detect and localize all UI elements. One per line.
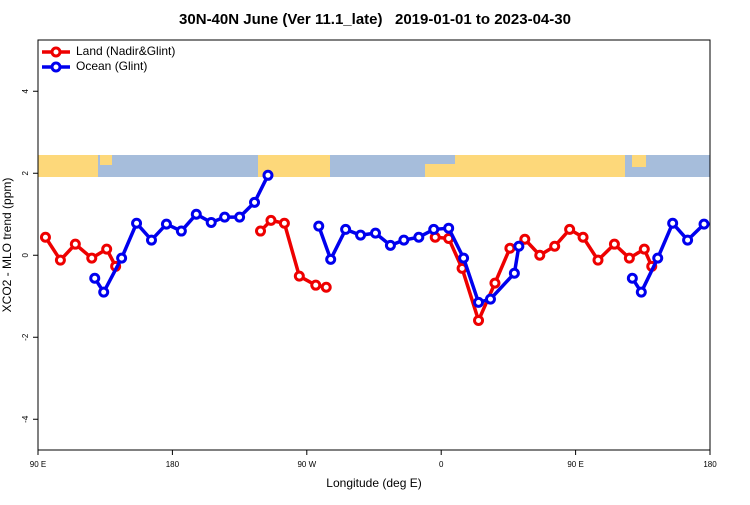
data-point [219, 211, 231, 223]
data-point [86, 252, 98, 264]
data-point [682, 234, 694, 246]
data-point [592, 254, 604, 266]
y-tick-label: -2 [21, 333, 30, 341]
map-land [632, 155, 646, 167]
data-point [369, 227, 381, 239]
data-point [98, 286, 110, 298]
data-point [413, 231, 425, 243]
data-point [384, 239, 396, 251]
data-point [577, 231, 589, 243]
data-point [519, 233, 531, 245]
data-point [473, 314, 485, 326]
data-point [116, 252, 128, 264]
x-tick-label: 180 [166, 460, 180, 469]
data-point [89, 272, 101, 284]
y-axis-label: XCO2 - MLO trend (ppm) [0, 178, 14, 313]
data-point [504, 242, 516, 254]
data-point [458, 252, 470, 264]
legend-marker [50, 61, 62, 73]
data-point [249, 196, 261, 208]
map-land [100, 155, 112, 165]
data-point [313, 220, 325, 232]
data-point [131, 217, 143, 229]
data-point [265, 214, 277, 226]
y-tick-label: 0 [21, 252, 30, 257]
data-point [508, 267, 520, 279]
map-land [258, 155, 330, 177]
data-point [190, 208, 202, 220]
legend-label: Ocean (Glint) [76, 59, 147, 73]
data-point [443, 222, 455, 234]
map-land [38, 155, 98, 177]
data-point [398, 234, 410, 246]
y-tick-label: 2 [21, 170, 30, 175]
data-point [310, 279, 322, 291]
data-point [69, 238, 81, 250]
data-point [39, 231, 51, 243]
map-strip [38, 155, 710, 177]
x-tick-label: 90 E [567, 460, 583, 469]
data-point [325, 253, 337, 265]
data-point [175, 225, 187, 237]
data-point [549, 240, 561, 252]
data-point [278, 217, 290, 229]
legend-marker [50, 46, 62, 58]
data-point [54, 254, 66, 266]
data-point [234, 211, 246, 223]
x-tick-label: 180 [703, 460, 717, 469]
data-point [355, 229, 367, 241]
data-point [698, 218, 710, 230]
x-tick-label: 90 W [297, 460, 316, 469]
x-axis-label: Longitude (deg E) [326, 476, 421, 490]
data-point [635, 286, 647, 298]
data-point [626, 272, 638, 284]
data-point [473, 296, 485, 308]
x-tick-label: 0 [439, 460, 444, 469]
data-point [623, 252, 635, 264]
data-point [489, 277, 501, 289]
data-point [293, 270, 305, 282]
x-tick-label: 90 E [30, 460, 46, 469]
data-point [608, 238, 620, 250]
data-point [255, 225, 267, 237]
chart-title: 30N-40N June (Ver 11.1_late) 2019-01-01 … [179, 11, 571, 28]
data-point [564, 223, 576, 235]
data-point [652, 252, 664, 264]
data-point [160, 218, 172, 230]
data-point [484, 293, 496, 305]
data-point [428, 223, 440, 235]
y-tick-label: 4 [21, 88, 30, 93]
data-point [145, 234, 157, 246]
y-tick-label: -4 [21, 415, 30, 423]
data-point [534, 249, 546, 261]
data-point [205, 216, 217, 228]
data-point [320, 281, 332, 293]
legend-label: Land (Nadir&Glint) [76, 44, 175, 58]
data-point [638, 243, 650, 255]
data-point [101, 243, 113, 255]
data-point [262, 169, 274, 181]
data-point [667, 217, 679, 229]
plot-frame [37, 39, 711, 451]
data-point [513, 240, 525, 252]
data-point [340, 223, 352, 235]
map-land [455, 155, 625, 177]
map-land [425, 164, 455, 177]
